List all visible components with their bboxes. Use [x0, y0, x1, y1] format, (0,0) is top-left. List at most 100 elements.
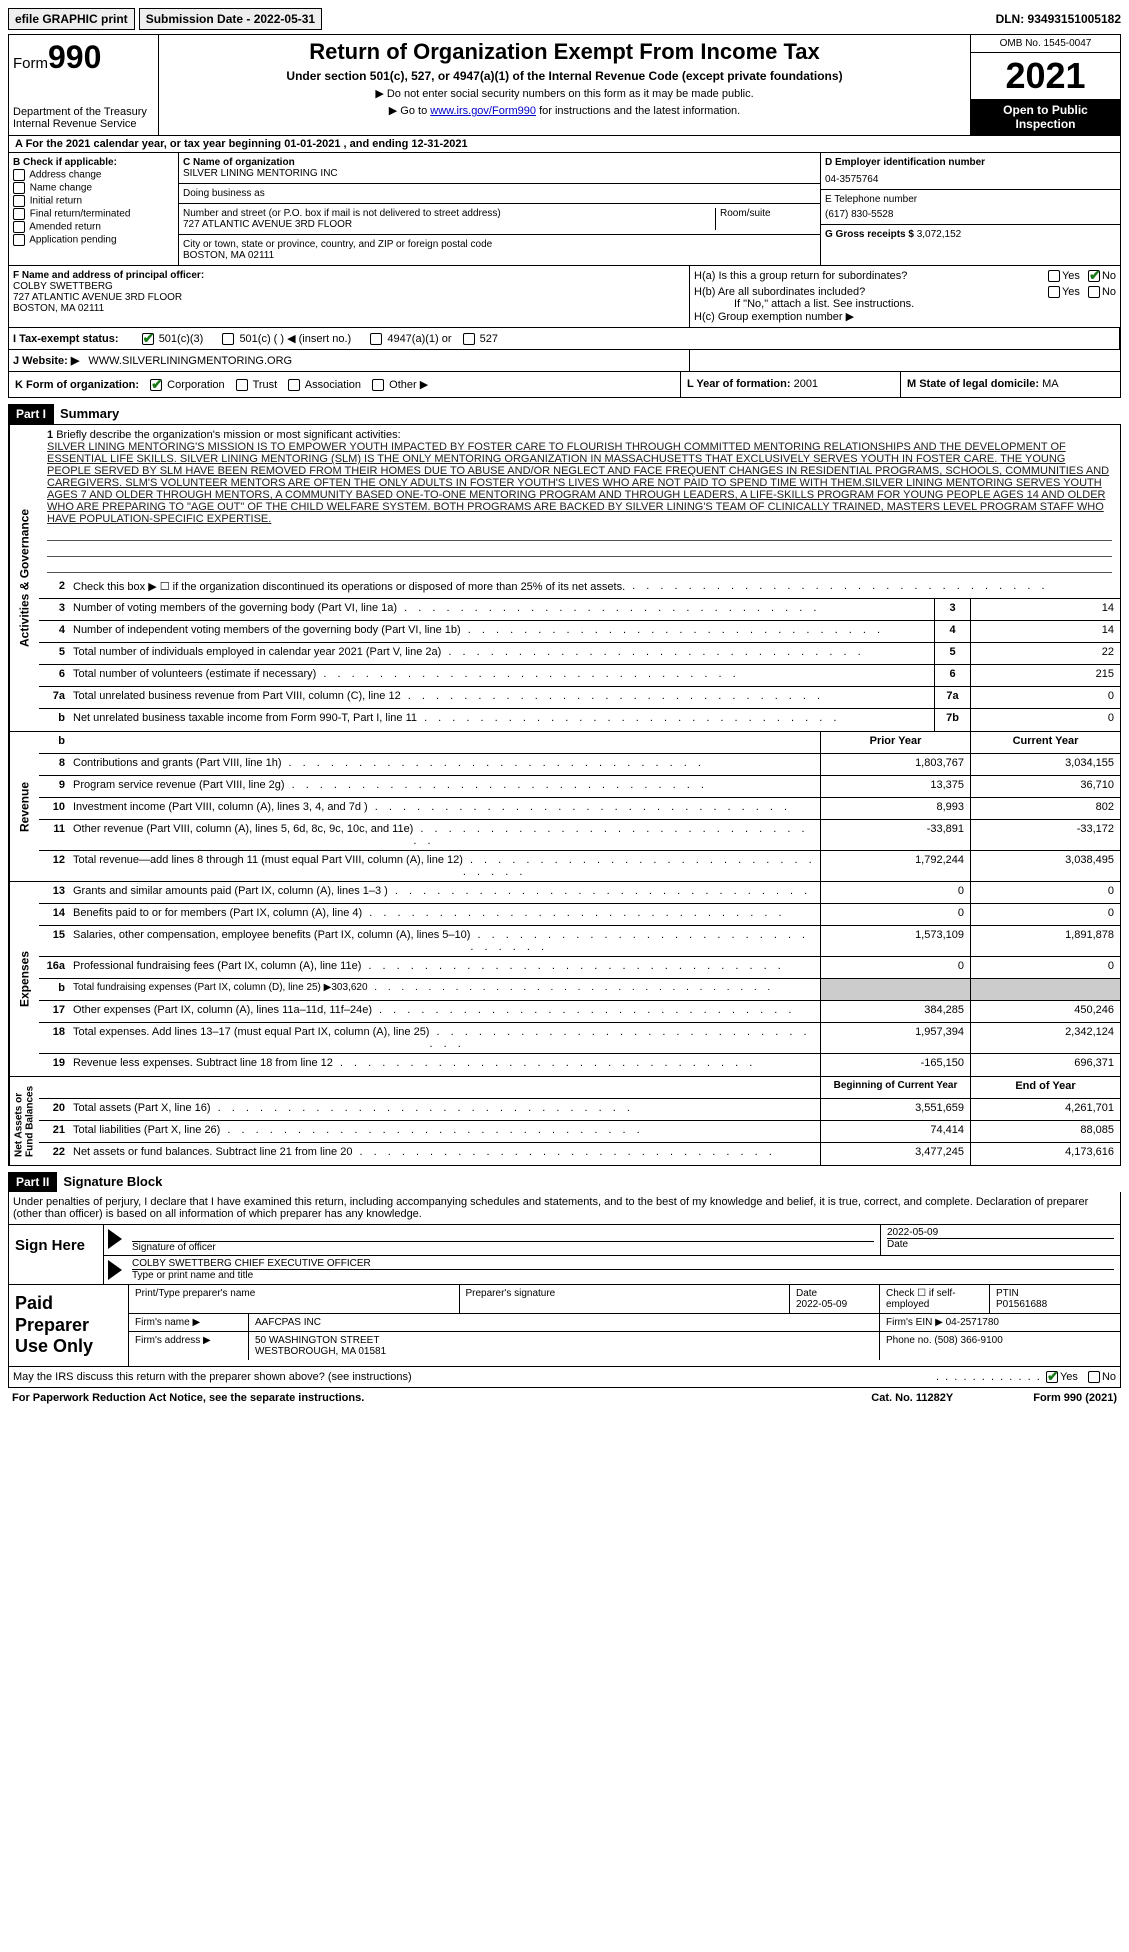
hb-no-checkbox[interactable]: [1088, 286, 1100, 298]
row-num: 22: [39, 1143, 69, 1165]
line-a-period: A For the 2021 calendar year, or tax yea…: [8, 136, 1121, 153]
paid-preparer-label: Paid Preparer Use Only: [9, 1285, 129, 1366]
tax-year: 2021: [971, 53, 1120, 99]
prior-value: 384,285: [820, 1001, 970, 1022]
row-num: 19: [39, 1054, 69, 1076]
b-checkbox[interactable]: [13, 182, 25, 194]
b-checkbox[interactable]: [13, 221, 25, 233]
row-label: Benefits paid to or for members (Part IX…: [69, 904, 820, 925]
dept-label: Department of the Treasury Internal Reve…: [13, 106, 154, 130]
row-num: 11: [39, 820, 69, 850]
row-label: Total revenue—add lines 8 through 11 (mu…: [69, 851, 820, 881]
sign-date: 2022-05-09: [887, 1227, 1114, 1238]
b-checkbox[interactable]: [13, 208, 25, 220]
officer-addr2: BOSTON, MA 02111: [13, 303, 685, 314]
discuss-yes-checkbox[interactable]: [1046, 1371, 1058, 1383]
omb-number: OMB No. 1545-0047: [971, 35, 1120, 53]
row-label: Contributions and grants (Part VIII, lin…: [69, 754, 820, 775]
prior-value: 0: [820, 957, 970, 978]
form-title: Return of Organization Exempt From Incom…: [163, 39, 966, 65]
row-label: Professional fundraising fees (Part IX, …: [69, 957, 820, 978]
city-value: BOSTON, MA 02111: [183, 250, 816, 261]
prior-value: 13,375: [820, 776, 970, 797]
current-value: 0: [970, 957, 1120, 978]
org-name: SILVER LINING MENTORING INC: [183, 168, 816, 179]
b-checkbox[interactable]: [13, 234, 25, 246]
row-num: b: [39, 979, 69, 1000]
i-501c3-checkbox[interactable]: [142, 333, 154, 345]
officer-name: COLBY SWETTBERG: [13, 281, 685, 292]
current-value: 3,034,155: [970, 754, 1120, 775]
row-num: b: [39, 709, 69, 731]
k-trust-checkbox[interactable]: [236, 379, 248, 391]
ha-no-checkbox[interactable]: [1088, 270, 1100, 282]
vtab-expenses: Expenses: [9, 882, 39, 1076]
ha-label: H(a) Is this a group return for subordin…: [694, 270, 1048, 282]
gross-value: 3,072,152: [917, 229, 962, 240]
row-label: Salaries, other compensation, employee b…: [69, 926, 820, 956]
hb-yes-checkbox[interactable]: [1048, 286, 1060, 298]
form-footer: Form 990 (2021): [1033, 1392, 1117, 1404]
ptin-value: P01561688: [996, 1299, 1047, 1310]
part1-header: Part I: [8, 404, 54, 424]
l-label: L Year of formation:: [687, 378, 791, 390]
k-assoc-checkbox[interactable]: [288, 379, 300, 391]
discuss-no-checkbox[interactable]: [1088, 1371, 1100, 1383]
row-label: Number of voting members of the governin…: [69, 599, 934, 620]
addr-label: Number and street (or P.O. box if mail i…: [183, 208, 711, 219]
prior-value: 3,551,659: [820, 1099, 970, 1120]
i-501c-checkbox[interactable]: [222, 333, 234, 345]
k-corp-checkbox[interactable]: [150, 379, 162, 391]
row-box: 6: [934, 665, 970, 686]
current-value: 3,038,495: [970, 851, 1120, 881]
current-value: 4,261,701: [970, 1099, 1120, 1120]
b-checkbox[interactable]: [13, 169, 25, 181]
row-label: Total liabilities (Part X, line 26) . . …: [69, 1121, 820, 1142]
m-value: MA: [1042, 378, 1059, 390]
prep-date: 2022-05-09: [796, 1299, 847, 1310]
prior-value: [820, 979, 970, 1000]
officer-signed-name: COLBY SWETTBERG CHIEF EXECUTIVE OFFICER: [132, 1258, 1114, 1269]
row-num: 5: [39, 643, 69, 664]
current-value: 36,710: [970, 776, 1120, 797]
row-value: 22: [970, 643, 1120, 664]
cat-number: Cat. No. 11282Y: [871, 1392, 953, 1404]
row-num: 6: [39, 665, 69, 686]
row-num: 20: [39, 1099, 69, 1120]
current-value: 2,342,124: [970, 1023, 1120, 1053]
i-4947-checkbox[interactable]: [370, 333, 382, 345]
city-label: City or town, state or province, country…: [183, 239, 816, 250]
dln: DLN: 93493151005182: [996, 12, 1121, 26]
row-label: Total unrelated business revenue from Pa…: [69, 687, 934, 708]
b-checkbox[interactable]: [13, 195, 25, 207]
sign-arrow-icon: [108, 1260, 122, 1280]
f-label: F Name and address of principal officer:: [13, 270, 685, 281]
row-num: 4: [39, 621, 69, 642]
k-other-checkbox[interactable]: [372, 379, 384, 391]
row-num: 10: [39, 798, 69, 819]
firm-addr2: WESTBOROUGH, MA 01581: [255, 1346, 386, 1357]
row-label: Grants and similar amounts paid (Part IX…: [69, 882, 820, 903]
hb-label: H(b) Are all subordinates included?: [694, 286, 1048, 298]
row-label: Other revenue (Part VIII, column (A), li…: [69, 820, 820, 850]
ha-yes-checkbox[interactable]: [1048, 270, 1060, 282]
part2-header: Part II: [8, 1172, 57, 1192]
ptin-label: PTIN: [996, 1288, 1019, 1299]
prior-value: 1,573,109: [820, 926, 970, 956]
row-label: Program service revenue (Part VIII, line…: [69, 776, 820, 797]
self-employed-check[interactable]: Check ☐ if self-employed: [880, 1285, 990, 1313]
k-label: K Form of organization:: [15, 379, 139, 391]
current-value: 696,371: [970, 1054, 1120, 1076]
current-value: 4,173,616: [970, 1143, 1120, 1165]
i-527-checkbox[interactable]: [463, 333, 475, 345]
firm-ein: 04-2571780: [946, 1317, 999, 1328]
block-b-title: B Check if applicable:: [13, 157, 174, 168]
mission-text: SILVER LINING MENTORING'S MISSION IS TO …: [47, 441, 1109, 525]
prior-value: 74,414: [820, 1121, 970, 1142]
prep-name-label: Print/Type preparer's name: [129, 1285, 460, 1313]
website-value: WWW.SILVERLININGMENTORING.ORG: [88, 355, 292, 367]
date-label: Date: [887, 1238, 1114, 1250]
prior-value: 1,957,394: [820, 1023, 970, 1053]
form990-link[interactable]: www.irs.gov/Form990: [430, 105, 536, 117]
goto-note: ▶ Go to www.irs.gov/Form990 for instruct…: [163, 104, 966, 117]
